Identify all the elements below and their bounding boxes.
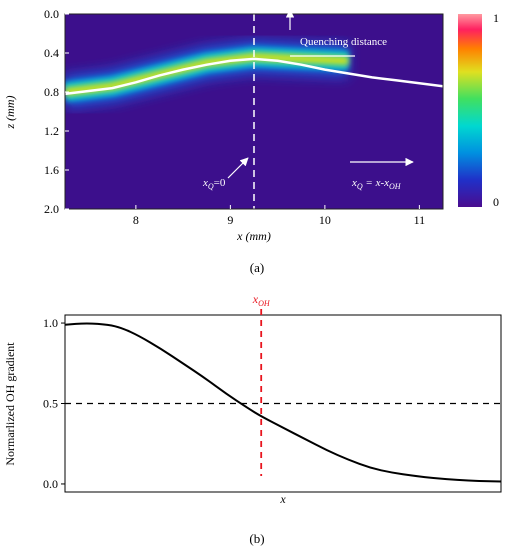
x-tick-label: 10 (319, 213, 331, 227)
plot-frame (64, 314, 502, 493)
colorbar (458, 14, 482, 207)
colorbar-max-label: 1 (493, 11, 499, 25)
quenching-distance-label: Quenching distance (300, 36, 387, 48)
panel-b: 0.00.51.0 xOH Normarlized OH gradient x … (3, 292, 502, 546)
y-tick-label: 1.0 (43, 316, 58, 330)
x-tick-label: 11 (414, 213, 426, 227)
panel-b-xlabel: x (279, 492, 286, 506)
panel-b-ticks: 0.0 0.5 1.0 (43, 316, 65, 491)
panel-a-ticks: 8 9 10 11 0.0 0.4 0.8 1.2 1.6 2.0 (44, 7, 425, 227)
panel-a-ylabel: z (mm) (3, 96, 17, 130)
xq-zero-label: xQ=0 (202, 177, 226, 191)
heatmap-frame (64, 13, 444, 210)
y-tick-label: 0.8 (44, 85, 59, 99)
y-tick-label: 1.6 (44, 163, 59, 177)
oh-gradient-curve (64, 322, 502, 483)
y-tick-label: 0.0 (43, 477, 58, 491)
xoh-label: xOH (252, 292, 271, 308)
xq-zero-arrow (227, 157, 249, 179)
x-tick-label: 9 (227, 213, 233, 227)
y-tick-label: 1.2 (44, 124, 59, 138)
y-tick-label: 0.5 (43, 397, 58, 411)
signal-band-inner (65, 52, 349, 97)
caption-a: (a) (250, 260, 264, 275)
caption-b: (b) (249, 531, 264, 546)
panel-a-xlabel: x (mm) (236, 229, 271, 243)
y-tick-label: 2.0 (44, 202, 59, 216)
xq-definition-label: xQ = x-xOH (351, 177, 402, 191)
heatmap-signal (65, 14, 443, 209)
colorbar-min-label: 0 (493, 195, 499, 209)
x-tick-label: 8 (133, 213, 139, 227)
flame-front-line (65, 57, 443, 96)
y-tick-label: 0.4 (44, 46, 59, 60)
y-tick-label: 0.0 (44, 7, 59, 21)
panel-a: 8 9 10 110.00.40.81.21.62.0 Quenching dista… (3, 7, 499, 275)
panel-b-ylabel: Normarlized OH gradient (3, 342, 17, 466)
